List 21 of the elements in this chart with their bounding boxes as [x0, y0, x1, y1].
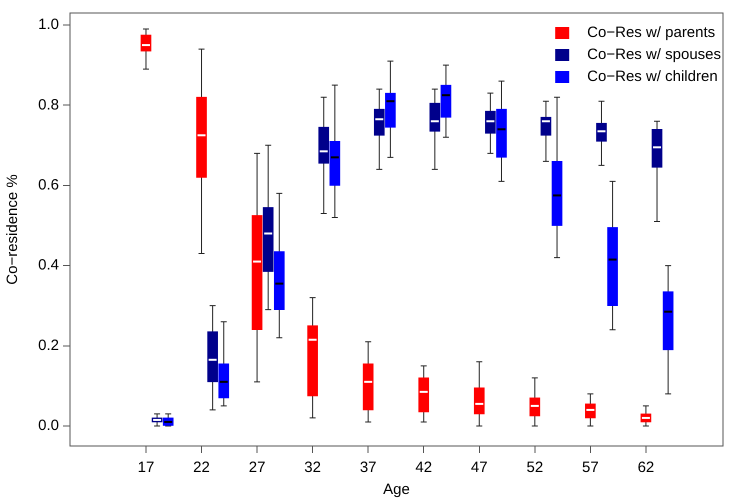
y-tick-label: 0.6 — [38, 176, 59, 194]
x-tick-label: 57 — [582, 459, 599, 476]
x-tick-label: 62 — [638, 459, 654, 476]
y-tick-label: 0.0 — [38, 417, 59, 434]
x-tick-label: 37 — [360, 459, 377, 476]
x-axis-title: Age — [383, 481, 410, 498]
x-tick-label: 42 — [415, 459, 432, 476]
y-tick-label: 0.2 — [38, 336, 59, 354]
y-tick-label: 1.0 — [38, 16, 59, 34]
x-tick-label: 22 — [193, 459, 210, 476]
y-tick-label: 0.8 — [38, 96, 59, 114]
x-tick-label: 17 — [138, 459, 154, 476]
y-tick-label: 0.4 — [38, 256, 59, 274]
legend-label: Co−Res w/ spouses — [587, 46, 722, 64]
x-tick-label: 52 — [526, 459, 544, 476]
x-tick-label: 27 — [248, 459, 266, 476]
legend-label: Co−Res w/ parents — [587, 24, 716, 42]
x-tick-label: 32 — [304, 459, 321, 476]
legend-label: Co−Res w/ children — [587, 68, 718, 86]
y-axis-title: Co−residence % — [4, 174, 22, 285]
x-tick-label: 47 — [470, 459, 488, 476]
